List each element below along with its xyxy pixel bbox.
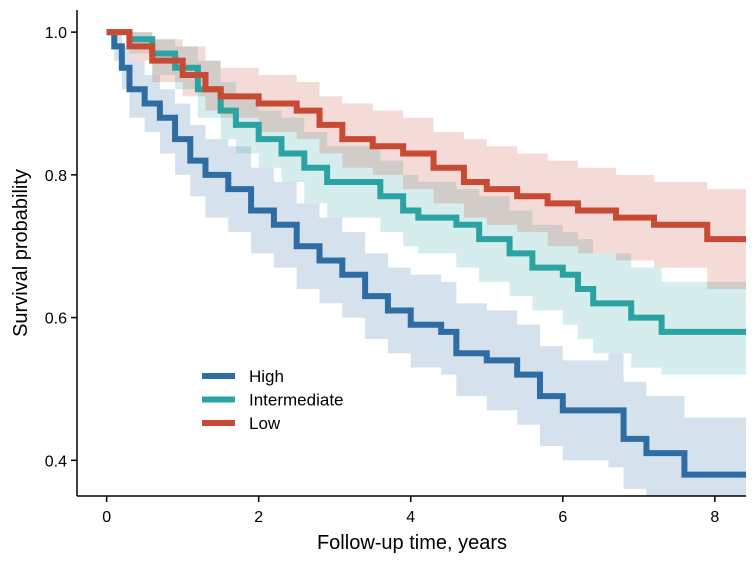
confidence-band [562,231,578,325]
legend-label: High [249,367,284,386]
x-tick-label: 8 [710,509,719,526]
confidence-band [342,103,373,168]
x-tick-label: 4 [406,509,415,526]
confidence-band [486,146,518,225]
confidence-band [410,274,442,368]
confidence-band [281,117,305,182]
confidence-band [159,89,176,154]
y-tick-label: 0.8 [45,168,67,185]
confidence-band [456,189,480,268]
survival-line [106,29,746,478]
survival-line [106,29,746,243]
x-axis-title: Follow-up time, years [317,532,507,554]
x-tick-label: 2 [254,509,263,526]
y-tick-label: 0.6 [45,311,67,328]
y-tick-label: 0.4 [45,453,67,470]
confidence-band [205,60,221,111]
y-tick-label: 1.0 [45,25,67,42]
confidence-band [517,153,548,232]
confidence-band [661,281,746,375]
confidence-band [684,417,746,496]
survival-line [106,29,746,335]
confidence-band [441,281,457,375]
confidence-band [463,139,487,218]
confidence-band [205,139,229,218]
x-tick-label: 0 [102,509,111,526]
confidence-band [646,396,685,496]
x-tick-label: 6 [558,509,567,526]
confidence-band [623,381,647,489]
y-axis-title: Survival probability [10,169,32,337]
plot-area [106,29,746,496]
legend-label: Intermediate [249,391,344,410]
confidence-band [372,110,404,175]
confidence-band [152,39,176,75]
legend-label: Low [249,414,281,433]
confidence-band [456,303,487,397]
